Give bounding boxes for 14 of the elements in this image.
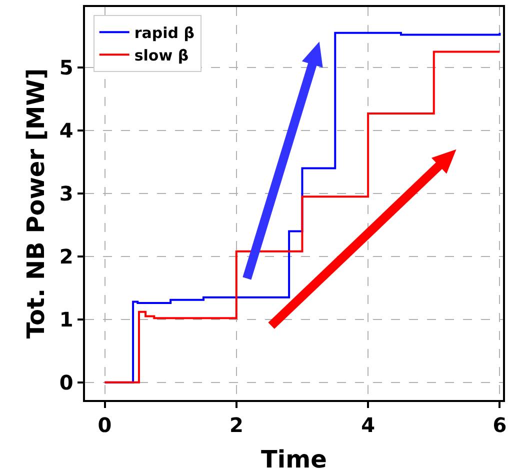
legend-label: rapid β (134, 24, 195, 42)
y-tick-label: 4 (59, 118, 74, 142)
y-tick-label: 0 (59, 370, 74, 394)
x-tick-label: 2 (229, 412, 244, 437)
x-tick-label: 0 (98, 412, 112, 437)
y-axis-title: Tot. NB Power [MW] (22, 68, 50, 339)
legend-label: slow β (134, 46, 189, 64)
x-tick-label: 6 (492, 412, 507, 437)
x-axis-title: Time (261, 446, 327, 474)
y-tick-label: 2 (59, 244, 74, 268)
x-tick-label: 4 (361, 412, 376, 437)
y-tick-label: 1 (59, 307, 74, 332)
y-tick-label: 3 (59, 181, 74, 206)
y-tick-label: 5 (59, 55, 74, 80)
